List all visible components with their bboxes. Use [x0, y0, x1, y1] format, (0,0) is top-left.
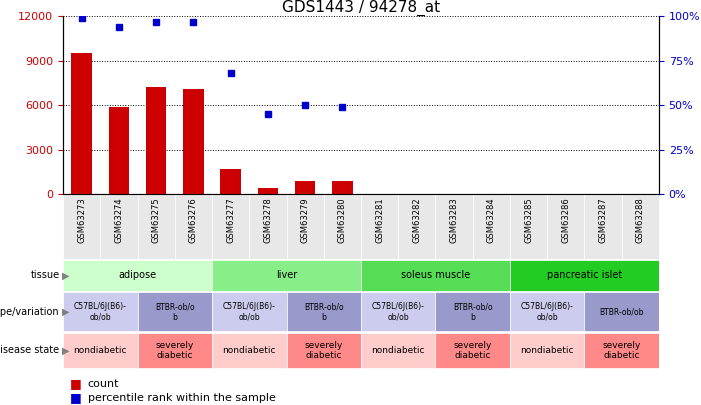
- Bar: [220, 169, 241, 194]
- Bar: [63, 194, 100, 259]
- Bar: [287, 194, 324, 259]
- Bar: [585, 292, 659, 331]
- Text: GSM63283: GSM63283: [449, 198, 458, 243]
- Bar: [63, 260, 212, 291]
- Bar: [398, 194, 435, 259]
- Bar: [622, 194, 659, 259]
- Bar: [585, 333, 659, 368]
- Bar: [361, 292, 435, 331]
- Text: nondiabetic: nondiabetic: [520, 346, 574, 355]
- Text: genotype/variation: genotype/variation: [0, 307, 60, 317]
- Bar: [435, 333, 510, 368]
- Bar: [63, 292, 137, 331]
- Text: count: count: [88, 379, 119, 389]
- Text: tissue: tissue: [30, 271, 60, 280]
- Bar: [183, 89, 204, 194]
- Text: BTBR-ob/o
b: BTBR-ob/o b: [155, 302, 195, 322]
- Text: soleus muscle: soleus muscle: [401, 271, 470, 280]
- Bar: [72, 53, 92, 194]
- Text: GSM63279: GSM63279: [301, 198, 310, 243]
- Bar: [287, 333, 361, 368]
- Text: GSM63286: GSM63286: [562, 198, 571, 243]
- Bar: [137, 292, 212, 331]
- Bar: [212, 194, 250, 259]
- Bar: [361, 260, 510, 291]
- Bar: [212, 333, 287, 368]
- Text: severely
diabetic: severely diabetic: [305, 341, 343, 360]
- Text: GSM63288: GSM63288: [636, 198, 645, 243]
- Text: GSM63274: GSM63274: [114, 198, 123, 243]
- Text: C57BL/6J(B6)-
ob/ob: C57BL/6J(B6)- ob/ob: [372, 302, 425, 322]
- Text: percentile rank within the sample: percentile rank within the sample: [88, 393, 275, 403]
- Text: GSM63278: GSM63278: [264, 198, 273, 243]
- Bar: [435, 194, 472, 259]
- Text: ▶: ▶: [62, 271, 70, 280]
- Bar: [175, 194, 212, 259]
- Bar: [361, 333, 435, 368]
- Text: GSM63273: GSM63273: [77, 198, 86, 243]
- Bar: [361, 194, 398, 259]
- Bar: [332, 181, 353, 194]
- Bar: [250, 194, 287, 259]
- Bar: [137, 194, 175, 259]
- Bar: [547, 194, 585, 259]
- Text: GSM63276: GSM63276: [189, 198, 198, 243]
- Text: liver: liver: [276, 271, 297, 280]
- Text: adipose: adipose: [118, 271, 156, 280]
- Text: BTBR-ob/ob: BTBR-ob/ob: [599, 307, 644, 316]
- Bar: [287, 292, 361, 331]
- Bar: [212, 260, 361, 291]
- Text: disease state: disease state: [0, 345, 60, 355]
- Bar: [510, 260, 659, 291]
- Bar: [258, 188, 278, 194]
- Bar: [63, 333, 137, 368]
- Text: severely
diabetic: severely diabetic: [603, 341, 641, 360]
- Bar: [435, 292, 510, 331]
- Text: GSM63287: GSM63287: [599, 198, 608, 243]
- Bar: [510, 333, 585, 368]
- Bar: [137, 333, 212, 368]
- Text: GSM63280: GSM63280: [338, 198, 347, 243]
- Text: nondiabetic: nondiabetic: [372, 346, 425, 355]
- Text: C57BL/6J(B6)-
ob/ob: C57BL/6J(B6)- ob/ob: [223, 302, 275, 322]
- Text: ▶: ▶: [62, 345, 70, 355]
- Bar: [295, 181, 315, 194]
- Text: C57BL/6J(B6)-
ob/ob: C57BL/6J(B6)- ob/ob: [74, 302, 127, 322]
- Bar: [324, 194, 361, 259]
- Text: ■: ■: [70, 377, 82, 390]
- Text: GSM63285: GSM63285: [524, 198, 533, 243]
- Title: GDS1443 / 94278_at: GDS1443 / 94278_at: [282, 0, 440, 16]
- Bar: [585, 194, 622, 259]
- Text: severely
diabetic: severely diabetic: [156, 341, 194, 360]
- Bar: [109, 107, 129, 194]
- Text: BTBR-ob/o
b: BTBR-ob/o b: [304, 302, 343, 322]
- Text: BTBR-ob/o
b: BTBR-ob/o b: [453, 302, 493, 322]
- Text: ▶: ▶: [62, 307, 70, 317]
- Bar: [212, 292, 287, 331]
- Bar: [510, 194, 547, 259]
- Bar: [472, 194, 510, 259]
- Text: nondiabetic: nondiabetic: [222, 346, 276, 355]
- Text: nondiabetic: nondiabetic: [74, 346, 127, 355]
- Text: pancreatic islet: pancreatic islet: [547, 271, 622, 280]
- Bar: [100, 194, 137, 259]
- Text: GSM63282: GSM63282: [412, 198, 421, 243]
- Text: C57BL/6J(B6)-
ob/ob: C57BL/6J(B6)- ob/ob: [521, 302, 573, 322]
- Text: GSM63281: GSM63281: [375, 198, 384, 243]
- Text: GSM63284: GSM63284: [487, 198, 496, 243]
- Text: ■: ■: [70, 391, 82, 404]
- Text: GSM63277: GSM63277: [226, 198, 235, 243]
- Text: GSM63275: GSM63275: [151, 198, 161, 243]
- Bar: [510, 292, 585, 331]
- Text: severely
diabetic: severely diabetic: [454, 341, 492, 360]
- Bar: [146, 87, 166, 194]
